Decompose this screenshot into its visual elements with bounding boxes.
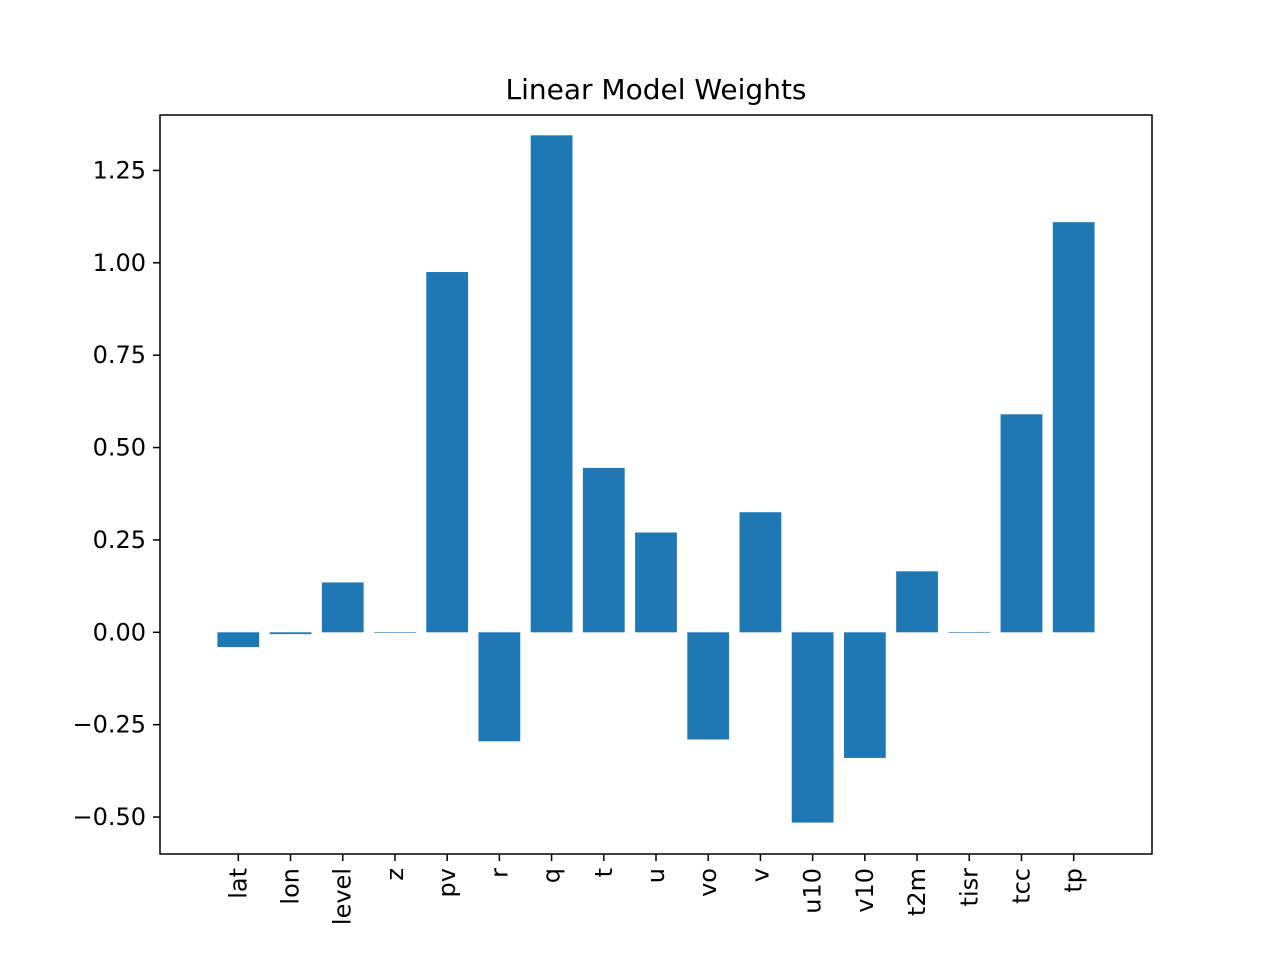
y-tick-label: 0.75 bbox=[93, 341, 146, 369]
x-tick-label-lat: lat bbox=[224, 868, 252, 899]
x-tick-label-tp: tp bbox=[1060, 868, 1088, 893]
x-tick-label-tisr: tisr bbox=[955, 868, 983, 907]
x-tick-label-vo: vo bbox=[694, 868, 722, 897]
bar-tcc bbox=[1000, 414, 1043, 633]
bar-q bbox=[530, 135, 573, 633]
x-tick-label-u10: u10 bbox=[799, 868, 827, 914]
bars-layer bbox=[217, 135, 1095, 823]
y-tick-label: 0.00 bbox=[93, 618, 146, 646]
bar-lon bbox=[269, 632, 312, 635]
x-tick-label-pv: pv bbox=[433, 868, 461, 897]
bar-pv bbox=[426, 272, 469, 633]
bar-vo bbox=[687, 632, 730, 740]
bar-tisr bbox=[948, 632, 991, 633]
bar-lat bbox=[217, 632, 260, 648]
x-axis: lat lon level z pv r q t u vo v u10 v10 t2m tisr tcc tp bbox=[224, 854, 1088, 925]
plot-frame bbox=[159, 114, 1153, 855]
bar-level bbox=[321, 582, 364, 633]
x-tick-label-t2m: t2m bbox=[903, 868, 931, 916]
x-tick-label-tcc: tcc bbox=[1007, 868, 1035, 904]
bar-u10 bbox=[791, 632, 834, 823]
bar-u bbox=[635, 532, 677, 633]
y-tick-label: 0.50 bbox=[93, 434, 146, 462]
y-axis: −0.50 −0.25 0.00 0.25 0.50 0.75 1.00 1.25 bbox=[72, 156, 160, 831]
x-tick-label-v10: v10 bbox=[851, 868, 879, 913]
x-tick-label-z: z bbox=[381, 868, 409, 881]
bar-z bbox=[374, 632, 416, 633]
x-tick-label-q: q bbox=[538, 868, 566, 883]
y-tick-label: −0.25 bbox=[72, 711, 146, 739]
x-tick-label-level: level bbox=[329, 868, 357, 925]
bar-t2m bbox=[896, 571, 938, 633]
y-tick-label: 1.00 bbox=[93, 249, 146, 277]
x-tick-label-v: v bbox=[746, 868, 774, 882]
x-tick-label-u: u bbox=[642, 868, 670, 883]
chart-title: Linear Model Weights bbox=[505, 73, 806, 106]
y-tick-label: −0.50 bbox=[72, 803, 146, 831]
bar-tp bbox=[1052, 222, 1095, 633]
bar-r bbox=[478, 632, 521, 742]
x-tick-label-t: t bbox=[590, 868, 618, 877]
bar-v bbox=[739, 512, 782, 633]
x-tick-label-lon: lon bbox=[277, 868, 305, 905]
bar-v10 bbox=[843, 632, 886, 758]
bar-t bbox=[582, 467, 625, 633]
x-tick-label-r: r bbox=[485, 868, 513, 878]
y-tick-label: 0.25 bbox=[93, 526, 146, 554]
y-tick-label: 1.25 bbox=[93, 156, 146, 184]
